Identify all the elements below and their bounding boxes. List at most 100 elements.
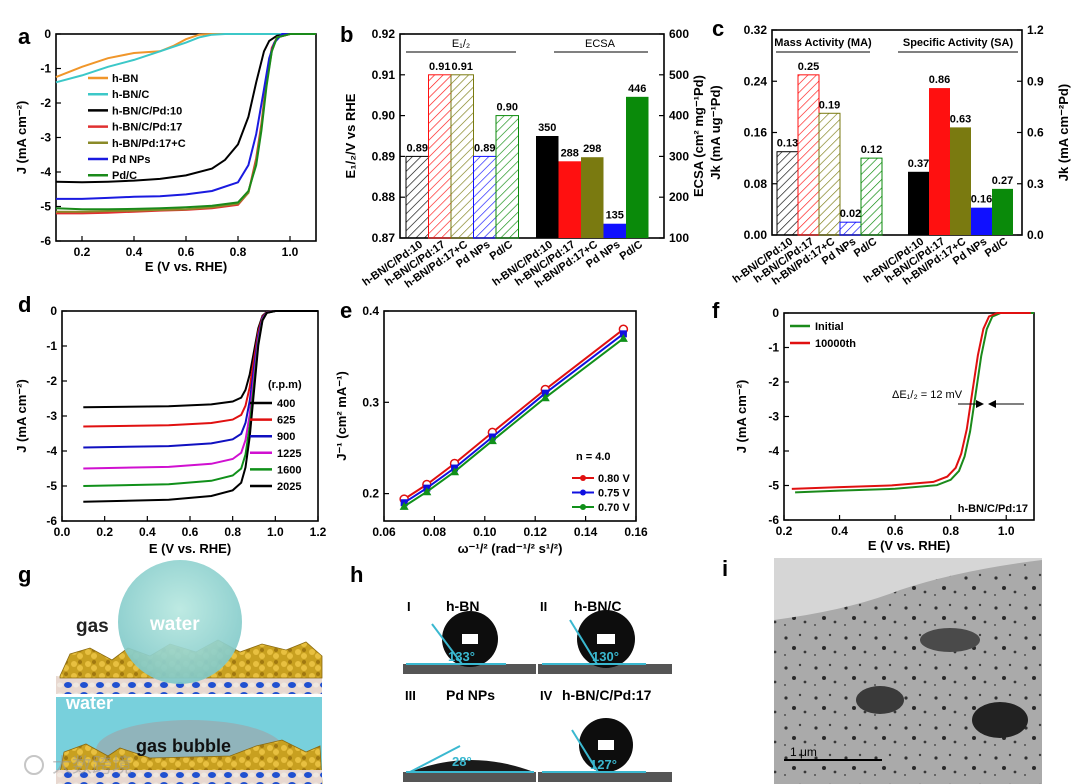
chart-b: 0.87 0.88 0.89 0.90 0.91 0.92 100 200 300 400 500 6… <box>343 27 706 291</box>
series-line-Pd-C <box>55 33 316 211</box>
y-tick-label-right: 100 <box>669 231 689 245</box>
data-point <box>540 393 550 402</box>
annotation-n: n = 4.0 <box>576 451 611 463</box>
y-tick-label: -3 <box>768 410 779 424</box>
ma-value-label: 0.02 <box>840 208 861 220</box>
angle-label: 130° <box>592 649 619 664</box>
x-axis-label: ω⁻¹/² (rad⁻¹/² s¹/²) <box>458 541 563 556</box>
ma-bar <box>797 74 820 236</box>
e-half-value-label: 0.89 <box>474 142 495 154</box>
chart-f: 0.2 0.4 0.6 0.8 1.0 0 -1 -2 -3 -4 -5 -6 Initial 10000… <box>734 306 1035 553</box>
ecsa-value-label: 350 <box>538 122 556 134</box>
category-label: Pd/C <box>852 236 879 260</box>
y-tick-label-right: 0.3 <box>1027 177 1044 191</box>
series-line-Initial <box>795 312 1034 494</box>
y-tick-label: 0.00 <box>744 228 768 242</box>
series-line-h-BN-Pd-17-C <box>56 33 316 213</box>
ma-bar <box>860 157 883 236</box>
e-half-bar <box>495 115 519 239</box>
y-axis-label-left: E₁/₂/V vs RHE <box>343 93 358 178</box>
x-tick-label: 0.4 <box>139 525 156 539</box>
y-axis-label: J (mA cm⁻²) <box>14 379 29 453</box>
y-tick-label: -4 <box>46 444 57 458</box>
x-tick-label: 0.8 <box>230 245 247 259</box>
water-label-top: water <box>149 614 200 635</box>
y-tick-label-right: 1.2 <box>1027 23 1044 37</box>
roman-numeral: III <box>405 688 416 703</box>
reflection <box>597 634 615 644</box>
x-axis-label: E (V vs. RHE) <box>868 538 950 553</box>
panel-label-a: a <box>18 24 31 49</box>
water-label-bottom: water <box>65 693 113 713</box>
y-tick-label: -1 <box>40 62 51 76</box>
e-half-value-label: 0.90 <box>497 102 518 114</box>
y-tick-label: -1 <box>768 341 779 355</box>
y-tick-label: 0 <box>50 304 57 318</box>
y-tick-label: -3 <box>46 409 57 423</box>
x-tick-label: 0.8 <box>224 525 241 539</box>
gas-bubble-label: gas bubble <box>136 736 231 756</box>
x-tick-label: 1.0 <box>282 245 299 259</box>
y-tick-label: 0.08 <box>744 177 768 191</box>
sa-value-label: 0.37 <box>908 158 929 170</box>
panel-g-schematic: gas water water gas bubble <box>56 560 323 784</box>
x-tick-label: 0.08 <box>423 525 447 539</box>
y-tick-label: -5 <box>40 200 51 214</box>
ecsa-bar <box>626 96 649 238</box>
y-tick-label-right: 200 <box>669 190 689 204</box>
y-axis-label: J (mA cm⁻²) <box>14 101 29 175</box>
y-tick-label: -5 <box>46 479 57 493</box>
angle-label: 127° <box>590 757 617 772</box>
substrate <box>538 664 672 674</box>
tangent <box>409 745 461 773</box>
sample-name: h-BN/C/Pd:17 <box>562 687 652 703</box>
ecsa-value-label: 446 <box>628 83 646 95</box>
x-tick-label: 0.14 <box>574 525 598 539</box>
category-label: Pd/C <box>618 239 645 263</box>
legend-label: Pd NPs <box>112 154 151 166</box>
legend-label: 10000th <box>815 338 856 350</box>
tangent <box>571 729 599 773</box>
substrate <box>538 772 672 782</box>
schematic-bottom-substrate <box>56 770 322 784</box>
y-axis-label-right: ECSA (cm² mg⁻¹Pd) <box>691 75 706 197</box>
roman-numeral: I <box>407 599 411 614</box>
header-left: E₁/₂ <box>452 38 470 50</box>
legend-label: h-BN/C <box>112 89 149 101</box>
fit-line-080 <box>403 328 625 500</box>
header-right: Specific Activity (SA) <box>903 37 1014 49</box>
tangent <box>431 623 463 665</box>
sa-value-label: 0.16 <box>971 194 992 206</box>
legend-label: h-BN/C/Pd:17 <box>112 122 182 134</box>
y-tick-label: -6 <box>768 513 779 527</box>
y-tick-label: 0.2 <box>362 487 379 501</box>
contact-angle-III: III Pd NPs 28° <box>403 687 536 782</box>
sa-bar <box>971 207 992 235</box>
ecsa-value-label: 298 <box>583 143 601 155</box>
chart-e: 0.06 0.08 0.10 0.12 0.14 0.16 0.2 0.3 0.4 n = 4.0… <box>334 304 648 556</box>
legend-label: Pd/C <box>112 170 137 182</box>
x-tick-label: 0.6 <box>182 525 199 539</box>
x-tick-label: 1.0 <box>267 525 284 539</box>
x-tick-label: 0.10 <box>473 525 497 539</box>
data-point <box>619 330 627 338</box>
panel-label-g: g <box>18 562 31 587</box>
y-tick-label: -5 <box>768 479 779 493</box>
legend-marker <box>580 504 586 510</box>
y-tick-label-right: 0.6 <box>1027 126 1044 140</box>
legend-title: (r.p.m) <box>268 379 302 391</box>
tem-cluster <box>920 628 980 652</box>
sa-value-label: 0.27 <box>992 175 1013 187</box>
watermark-text: 大数跨境 <box>52 754 132 777</box>
fit-line-075 <box>403 333 625 504</box>
legend-label: 1600 <box>277 464 301 476</box>
y-tick-label: -2 <box>40 96 51 110</box>
contact-angle-I: I h-BN 133° <box>403 598 536 674</box>
legend-label: h-BN/Pd:17+C <box>112 138 186 150</box>
legend-label: 0.75 V <box>598 488 630 500</box>
y-tick-label: -3 <box>40 131 51 145</box>
x-axis-label: E (V vs. RHE) <box>145 259 227 274</box>
ma-value-label: 0.19 <box>819 99 840 111</box>
legend-label: 900 <box>277 431 295 443</box>
